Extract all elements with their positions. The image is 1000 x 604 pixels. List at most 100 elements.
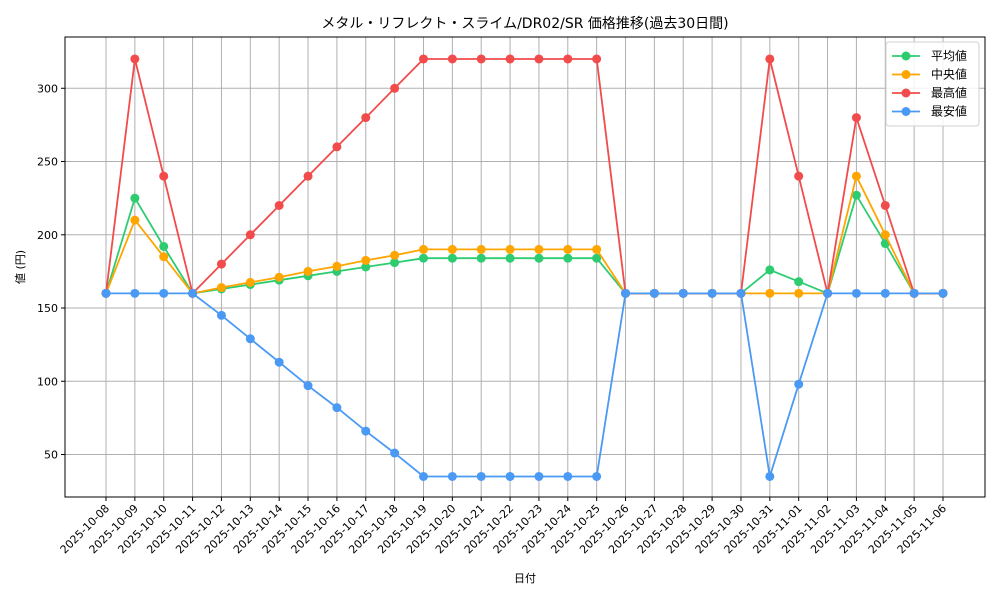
- data-point: [476, 54, 486, 64]
- data-point: [592, 244, 602, 254]
- data-point: [534, 244, 544, 254]
- data-point: [851, 113, 861, 123]
- data-point: [505, 471, 515, 481]
- data-point: [765, 54, 775, 64]
- data-point: [303, 381, 313, 391]
- data-point: [563, 54, 573, 64]
- data-point: [101, 288, 111, 298]
- data-point: [159, 241, 169, 251]
- legend-marker: [901, 70, 911, 79]
- data-point: [505, 54, 515, 64]
- plot-frame: [64, 36, 986, 498]
- legend-marker: [901, 88, 911, 98]
- data-point: [130, 288, 140, 298]
- data-point: [332, 142, 342, 152]
- data-point: [765, 471, 775, 481]
- data-point: [447, 471, 457, 481]
- y-tick-label: 300: [37, 82, 58, 95]
- data-point: [909, 288, 919, 298]
- data-point: [130, 215, 140, 225]
- data-point: [332, 403, 342, 413]
- y-tick-label: 250: [37, 156, 58, 169]
- data-point: [794, 288, 804, 298]
- data-point: [649, 288, 659, 298]
- data-point: [476, 253, 486, 263]
- data-point: [534, 54, 544, 64]
- data-point: [505, 244, 515, 254]
- data-point: [592, 54, 602, 64]
- data-point: [188, 288, 198, 298]
- data-point: [938, 288, 948, 298]
- data-point: [274, 357, 284, 367]
- data-point: [303, 266, 313, 276]
- data-point: [678, 288, 688, 298]
- legend-item: 最高値: [892, 85, 967, 100]
- data-point: [245, 230, 255, 240]
- data-point: [505, 253, 515, 263]
- data-point: [592, 253, 602, 263]
- legend-label: 最安値: [931, 104, 967, 119]
- data-point: [361, 262, 371, 272]
- data-point: [418, 471, 428, 481]
- data-point: [851, 171, 861, 181]
- legend-item: 平均値: [892, 48, 967, 63]
- legend-label: 平均値: [931, 48, 967, 63]
- data-point: [447, 54, 457, 64]
- data-point: [245, 334, 255, 344]
- series-path: [105, 173, 943, 295]
- data-point: [418, 253, 428, 263]
- data-point: [216, 259, 226, 269]
- data-point: [794, 277, 804, 287]
- data-point: [476, 471, 486, 481]
- data-point: [823, 288, 833, 298]
- data-point: [361, 426, 371, 436]
- data-point: [390, 258, 400, 268]
- y-tick-label: 100: [37, 375, 58, 388]
- data-point: [880, 288, 890, 298]
- legend-marker: [901, 107, 911, 116]
- data-point: [563, 253, 573, 263]
- legend-marker: [901, 51, 911, 61]
- series-path: [106, 292, 943, 478]
- data-point: [765, 265, 775, 275]
- data-point: [765, 288, 775, 298]
- data-point: [130, 193, 140, 203]
- data-point: [707, 288, 717, 298]
- legend-label: 中央値: [931, 67, 967, 82]
- y-tick-label: 50: [44, 449, 58, 462]
- data-point: [534, 253, 544, 263]
- data-point: [274, 272, 284, 282]
- data-point: [303, 171, 313, 181]
- data-point: [418, 54, 428, 64]
- data-point: [332, 261, 342, 271]
- data-point: [361, 255, 371, 265]
- data-point: [794, 379, 804, 389]
- data-point: [736, 288, 746, 298]
- data-point: [390, 448, 400, 458]
- data-point: [563, 471, 573, 481]
- data-point: [880, 200, 890, 210]
- data-point: [621, 288, 631, 298]
- data-point: [274, 200, 284, 210]
- data-point: [216, 310, 226, 320]
- legend-item: 最安値: [892, 104, 967, 119]
- series-path: [105, 58, 943, 296]
- y-axis-label: 値 (円): [14, 250, 27, 284]
- data-series: [101, 54, 948, 481]
- data-point: [390, 83, 400, 93]
- data-point: [418, 244, 428, 254]
- data-point: [794, 171, 804, 181]
- data-point: [563, 244, 573, 254]
- x-axis-label: 日付: [514, 572, 536, 585]
- data-point: [159, 288, 169, 298]
- data-point: [880, 230, 890, 240]
- data-point: [447, 253, 457, 263]
- y-tick-label: 200: [37, 229, 58, 242]
- data-point: [390, 250, 400, 260]
- data-point: [851, 190, 861, 200]
- data-point: [592, 471, 602, 481]
- data-point: [361, 113, 371, 123]
